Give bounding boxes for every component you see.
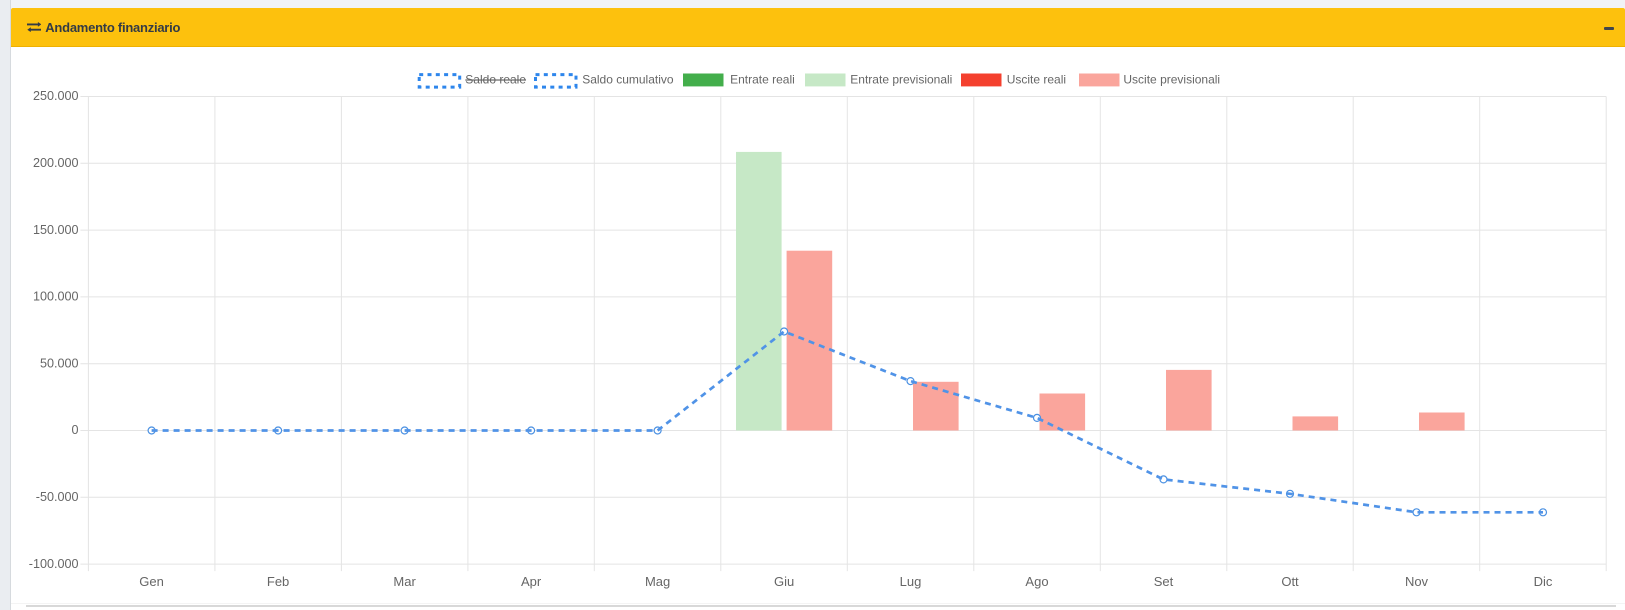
- svg-text:0: 0: [71, 423, 78, 437]
- svg-text:50.000: 50.000: [40, 356, 79, 370]
- svg-text:Ago: Ago: [1025, 574, 1048, 589]
- svg-text:100.000: 100.000: [33, 290, 79, 304]
- svg-text:Ott: Ott: [1281, 574, 1299, 589]
- svg-text:Feb: Feb: [267, 574, 289, 589]
- svg-text:Apr: Apr: [521, 574, 542, 589]
- svg-text:Saldo cumulativo: Saldo cumulativo: [582, 73, 674, 87]
- svg-text:150.000: 150.000: [33, 223, 79, 237]
- svg-text:Gen: Gen: [139, 574, 164, 589]
- svg-text:250.000: 250.000: [33, 89, 79, 103]
- svg-text:Dic: Dic: [1534, 574, 1553, 589]
- svg-text:Nov: Nov: [1405, 574, 1429, 589]
- svg-text:-50.000: -50.000: [36, 490, 79, 504]
- svg-text:-100.000: -100.000: [29, 557, 79, 571]
- svg-text:Set: Set: [1154, 574, 1174, 589]
- svg-text:Uscite previsionali: Uscite previsionali: [1123, 73, 1220, 87]
- svg-text:Entrate previsionali: Entrate previsionali: [850, 73, 952, 87]
- svg-text:Saldo reale: Saldo reale: [465, 73, 526, 87]
- svg-text:200.000: 200.000: [33, 156, 79, 170]
- svg-text:Mar: Mar: [393, 574, 416, 589]
- svg-text:Uscite reali: Uscite reali: [1007, 73, 1066, 87]
- svg-text:Lug: Lug: [900, 574, 922, 589]
- svg-text:Entrate reali: Entrate reali: [730, 73, 795, 87]
- svg-text:Mag: Mag: [645, 574, 670, 589]
- svg-text:Giu: Giu: [774, 574, 794, 589]
